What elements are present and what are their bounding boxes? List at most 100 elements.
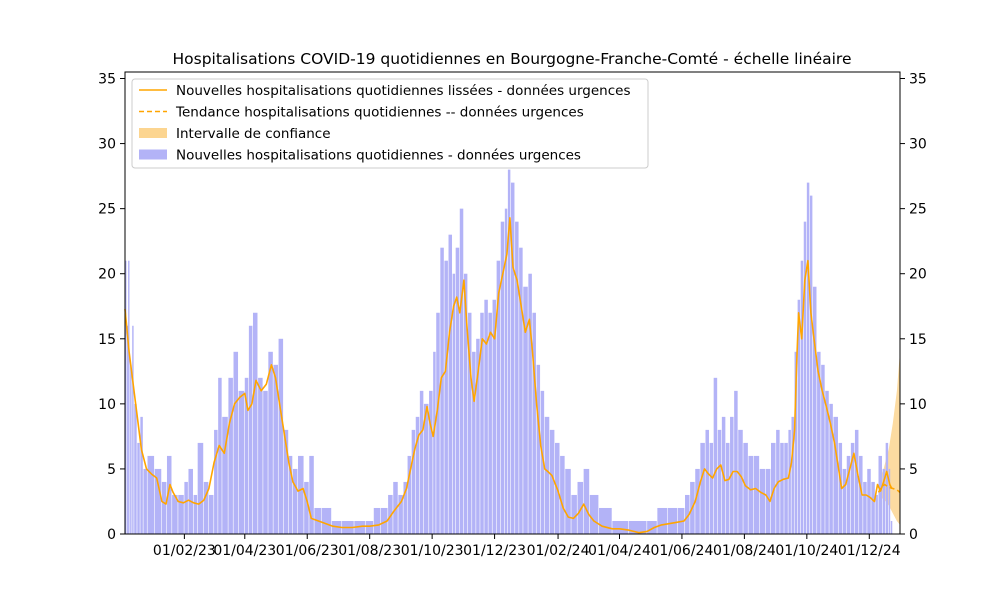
legend: Nouvelles hospitalisations quotidiennes … (131, 78, 649, 169)
daily-bar (882, 468, 886, 534)
daily-bar (685, 494, 690, 534)
daily-bar (467, 312, 472, 534)
legend-box (131, 78, 649, 169)
daily-bar (452, 273, 456, 534)
daily-bar (523, 286, 528, 534)
legend-label: Tendance hospitalisations quotidiennes -… (175, 105, 584, 121)
x-tick-label: 01/10/23 (401, 543, 464, 559)
legend-label: Nouvelles hospitalisations quotidiennes … (176, 148, 581, 164)
daily-bar (657, 507, 667, 534)
daily-bar (589, 494, 599, 534)
daily-bar (812, 286, 817, 534)
daily-bar (463, 273, 468, 534)
daily-bar (161, 481, 167, 534)
y-tick-label-left: 25 (98, 202, 116, 218)
daily-bar (444, 260, 448, 534)
daily-bar (398, 494, 403, 534)
daily-bar (536, 364, 541, 534)
daily-bar (725, 442, 730, 534)
plot-frame (124, 71, 901, 535)
daily-bar (532, 312, 536, 534)
daily-bar (419, 390, 424, 534)
y-tick-label-left: 10 (98, 397, 116, 413)
daily-bar (193, 494, 198, 534)
x-tick-label: 01/02/24 (527, 543, 590, 559)
daily-bar (507, 169, 511, 535)
x-tick-label: 01/08/23 (338, 543, 401, 559)
daily-bar (496, 260, 501, 534)
daily-bar (484, 299, 488, 534)
daily-bar (218, 377, 222, 534)
y-tick-label-right: 20 (909, 267, 927, 283)
daily-bar (248, 325, 253, 534)
daily-bar (705, 429, 709, 534)
daily-bar (365, 520, 374, 534)
daily-bar (228, 377, 233, 534)
daily-bar (599, 507, 612, 534)
daily-bar (510, 182, 515, 534)
daily-bar (713, 377, 718, 534)
daily-bar (809, 195, 813, 534)
legend-swatch-bars (139, 149, 167, 160)
legend-label: Nouvelles hospitalisations quotidiennes … (176, 83, 630, 99)
daily-bar (448, 234, 453, 534)
daily-bar (528, 273, 532, 534)
y-tick-label-left: 30 (98, 137, 116, 153)
y-tick-label-left: 35 (98, 72, 116, 88)
daily-bar (515, 221, 519, 534)
daily-bar (709, 442, 714, 534)
daily-bar (440, 247, 444, 534)
daily-bar (373, 507, 381, 534)
chart-title: Hospitalisations COVID-19 quotidiennes e… (172, 50, 851, 68)
daily-bar (817, 351, 821, 534)
daily-bar (825, 390, 829, 534)
daily-bar (388, 494, 393, 534)
daily-bar (476, 338, 480, 534)
daily-bar (780, 442, 784, 534)
daily-bar (354, 520, 365, 534)
daily-bar (784, 442, 788, 534)
y-tick-label-left: 0 (107, 527, 116, 543)
y-tick-label-right: 30 (909, 137, 927, 153)
daily-bar (560, 455, 565, 534)
daily-bar (411, 429, 416, 534)
daily-bar (258, 377, 263, 534)
daily-bar (647, 520, 657, 534)
x-tick-label: 01/04/23 (213, 543, 276, 559)
daily-bar (166, 455, 172, 534)
daily-bar (222, 416, 228, 534)
daily-bar (298, 455, 304, 534)
daily-bar (455, 247, 460, 534)
daily-bar (738, 429, 743, 534)
daily-bar (829, 403, 833, 534)
daily-bar (407, 455, 412, 534)
daily-bar (717, 429, 722, 534)
daily-bar (519, 247, 523, 534)
daily-bar (472, 351, 476, 534)
daily-bar (842, 468, 847, 534)
daily-bar (184, 481, 188, 534)
plot-area (124, 169, 901, 535)
daily-bar (734, 390, 738, 534)
y-tick-label-right: 10 (909, 397, 927, 413)
daily-bar (821, 364, 825, 534)
daily-bar (863, 481, 867, 534)
daily-bar (500, 221, 505, 534)
y-tick-label-left: 5 (107, 462, 116, 478)
x-tick-label: 01/10/24 (775, 543, 838, 559)
daily-bar (759, 468, 766, 534)
daily-bar (791, 416, 794, 534)
daily-bar (890, 520, 893, 534)
daily-bar (130, 364, 132, 534)
daily-bar (885, 442, 889, 534)
daily-bar (172, 494, 178, 534)
daily-bar (806, 182, 810, 534)
daily-bar (233, 351, 239, 534)
daily-bar (612, 520, 629, 534)
x-tick-label: 01/04/24 (588, 543, 651, 559)
y-tick-label-right: 25 (909, 202, 927, 218)
daily-bar (459, 208, 464, 534)
daily-bar (304, 481, 309, 534)
daily-bar (577, 481, 584, 534)
daily-bar (154, 468, 162, 534)
